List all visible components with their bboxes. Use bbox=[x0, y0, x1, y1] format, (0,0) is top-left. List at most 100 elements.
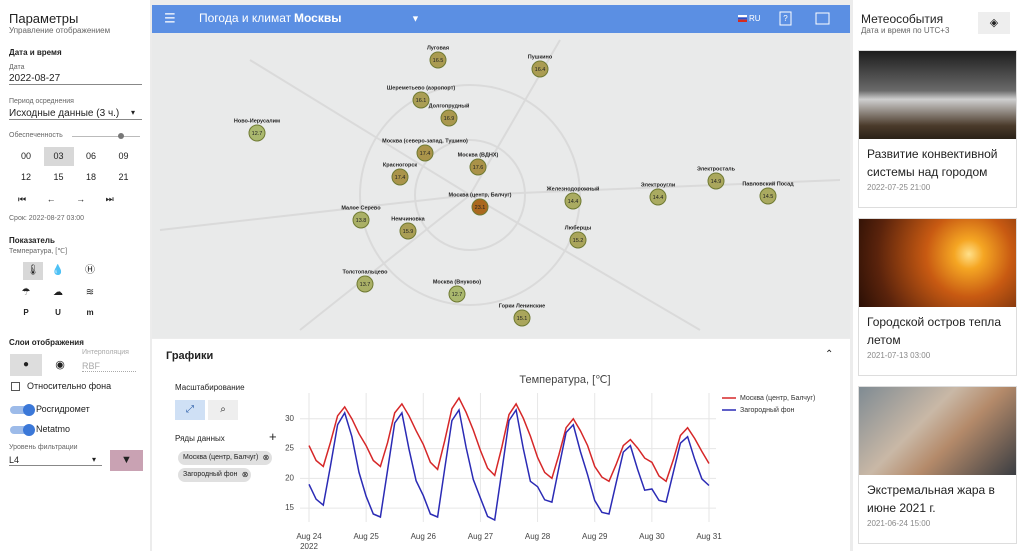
indicator-icon[interactable]: 🌡 bbox=[23, 262, 43, 280]
station-marker[interactable] bbox=[416, 144, 434, 162]
field-label: Обеспеченность bbox=[9, 132, 63, 139]
indicator-icon[interactable]: m bbox=[86, 308, 94, 317]
slider-thumb[interactable] bbox=[118, 133, 124, 139]
station-marker[interactable] bbox=[399, 222, 417, 240]
hour-button[interactable]: 00 bbox=[20, 151, 31, 161]
hour-button[interactable]: 12 bbox=[20, 172, 31, 182]
station-marker[interactable] bbox=[429, 51, 447, 69]
checkbox[interactable] bbox=[11, 382, 20, 391]
series-chip[interactable]: Москва (центр, Балчуг) ⊗ bbox=[178, 451, 273, 465]
event-title: Развитие конвективной системы над городо… bbox=[867, 147, 998, 179]
station-value: 14.9 bbox=[711, 179, 722, 185]
hour-button[interactable]: 06 bbox=[85, 151, 96, 161]
add-series-button[interactable]: + bbox=[269, 429, 277, 444]
series-line bbox=[308, 407, 710, 522]
station-value: 12.7 bbox=[452, 292, 463, 298]
station-marker[interactable] bbox=[412, 91, 430, 109]
event-image bbox=[859, 51, 1016, 139]
toggle-track[interactable] bbox=[10, 426, 32, 434]
hour-button[interactable]: 15 bbox=[53, 172, 64, 182]
station-marker[interactable] bbox=[448, 285, 466, 303]
interpolation-select[interactable]: RBF bbox=[82, 361, 136, 372]
station-marker[interactable] bbox=[531, 60, 549, 78]
filter-button[interactable]: ▼ bbox=[110, 450, 143, 471]
map[interactable]: ☰ Погода и климат Москвы ▼ RU ? 16.5 Луго… bbox=[152, 5, 850, 338]
station-marker[interactable] bbox=[569, 231, 587, 249]
event-card[interactable]: Экстремальная жара в июне 2021 г. 2021-06… bbox=[858, 386, 1017, 544]
station-marker[interactable] bbox=[564, 192, 582, 210]
layer-button[interactable]: ● bbox=[10, 354, 42, 376]
station-marker[interactable] bbox=[248, 124, 266, 142]
station-value: 23.1 bbox=[475, 205, 486, 211]
indicator-icon[interactable]: 💧 bbox=[51, 265, 65, 276]
station-marker[interactable] bbox=[352, 211, 370, 229]
toggle-label: Росгидромет bbox=[36, 404, 90, 414]
field-label: Уровень фильтрации bbox=[9, 444, 78, 451]
zoom-button[interactable]: ⤢ bbox=[175, 400, 205, 420]
hour-button[interactable]: 21 bbox=[118, 172, 129, 182]
layer-button[interactable]: ◉ bbox=[55, 359, 65, 371]
station-marker[interactable] bbox=[759, 187, 777, 205]
station-marker[interactable] bbox=[469, 158, 487, 176]
city-select[interactable]: Москвы bbox=[294, 11, 341, 25]
legend-label: Москва (центр, Балчуг) bbox=[740, 395, 815, 402]
station-value: 13.7 bbox=[360, 282, 371, 288]
station-marker[interactable] bbox=[391, 168, 409, 186]
series-label: Ряды данных bbox=[175, 434, 225, 443]
event-card[interactable]: Городской остров тепла летом 2021-07-13 0… bbox=[858, 218, 1017, 376]
station-name: Москва (северо-запад, Тушино) bbox=[382, 138, 468, 144]
station-name: Красногорск bbox=[383, 162, 418, 168]
menu-button[interactable]: ☰ bbox=[164, 10, 176, 25]
x-year-label: 2022 bbox=[300, 542, 318, 551]
dropdown-arrow: ▼ bbox=[411, 13, 420, 23]
indicator-icon[interactable]: Ⓗ bbox=[85, 265, 95, 276]
station-marker[interactable] bbox=[707, 172, 725, 190]
map-background bbox=[152, 5, 850, 338]
station-name: Немчиновка bbox=[391, 216, 425, 222]
event-date: 2021-07-13 03:00 bbox=[867, 351, 931, 360]
x-tick-label: Aug 27 bbox=[468, 532, 494, 541]
station-name: Люберцы bbox=[565, 224, 592, 231]
filter-select[interactable]: L4 bbox=[9, 455, 102, 466]
indicator-icon[interactable]: ☂ bbox=[21, 287, 31, 298]
x-tick-label: Aug 28 bbox=[525, 532, 551, 541]
time-navigation[interactable]: ⏮ ← → ⏭ bbox=[18, 194, 114, 204]
zoom-button[interactable]: ⌕ bbox=[208, 400, 238, 420]
help-button[interactable] bbox=[779, 11, 792, 26]
hour-button[interactable]: 18 bbox=[85, 172, 96, 182]
event-card[interactable]: Развитие конвективной системы над городо… bbox=[858, 50, 1017, 208]
series-chip[interactable]: Загородный фон ⊗ bbox=[178, 468, 252, 482]
toggle-track[interactable] bbox=[10, 406, 32, 414]
station-name: Москва (Внуково) bbox=[433, 279, 481, 285]
zoom-label: Масштабирование bbox=[175, 383, 245, 392]
panel-button[interactable] bbox=[815, 12, 830, 25]
indicator-icon[interactable]: U bbox=[55, 308, 61, 317]
station-marker[interactable] bbox=[356, 275, 374, 293]
station-marker[interactable] bbox=[471, 198, 489, 216]
station-value: 15.2 bbox=[573, 238, 584, 244]
language-select[interactable]: RU bbox=[749, 14, 761, 23]
events-subtitle: Дата и время по UTC+3 bbox=[861, 26, 950, 35]
station-value: 15.9 bbox=[403, 229, 414, 235]
period-select[interactable]: Исходные данные (3 ч.) bbox=[9, 108, 142, 120]
station-marker[interactable] bbox=[649, 188, 667, 206]
hour-button[interactable]: 03 bbox=[43, 147, 74, 166]
indicator-icon[interactable]: P bbox=[23, 308, 29, 317]
collapse-button[interactable]: ⌃ bbox=[825, 349, 834, 360]
station-name: Пушкино bbox=[528, 54, 553, 60]
x-tick-label: Aug 30 bbox=[639, 532, 665, 541]
station-value: 17.6 bbox=[473, 165, 484, 171]
indicator-icon[interactable]: ☁ bbox=[53, 287, 63, 298]
chip-remove[interactable]: ⊗ bbox=[241, 470, 249, 479]
slider-track bbox=[72, 136, 140, 137]
layers-button[interactable]: ◈ bbox=[978, 12, 1010, 34]
indicator-icon[interactable]: ≋ bbox=[85, 287, 95, 298]
chart: Температура, [℃] 15 20 25 30 Aug 24 Aug 25 Aug… bbox=[285, 374, 815, 551]
date-field[interactable]: 2022-08-27 bbox=[9, 73, 142, 85]
chip-remove[interactable]: ⊗ bbox=[262, 453, 270, 462]
hour-button[interactable]: 09 bbox=[118, 151, 129, 161]
station-marker[interactable] bbox=[440, 109, 458, 127]
station-marker[interactable] bbox=[513, 309, 531, 327]
y-tick-label: 15 bbox=[285, 503, 294, 512]
station-name: Шереметьево (аэропорт) bbox=[387, 85, 456, 91]
